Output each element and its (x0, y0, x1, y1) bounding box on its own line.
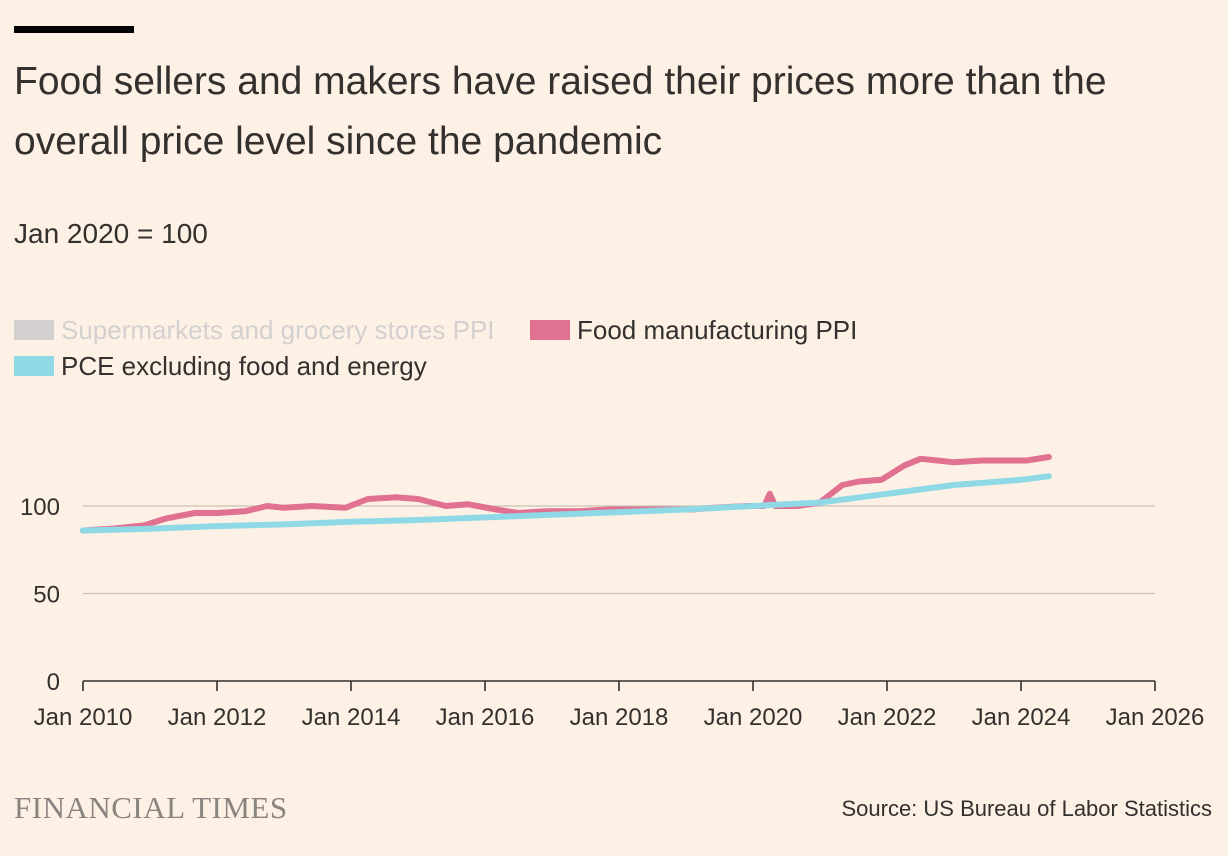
y-tick-label: 0 (47, 669, 60, 696)
x-tick-label: Jan 2010 (34, 704, 133, 731)
x-tick-label: Jan 2012 (168, 704, 267, 731)
legend-item-supermarkets: Supermarkets and grocery stores PPI (14, 314, 495, 346)
legend-label-supermarkets: Supermarkets and grocery stores PPI (61, 315, 495, 345)
line-chart: 0 50 100 Jan 2010 Jan 2012 Jan 2014 Jan 2016 Ja… (20, 454, 1205, 731)
x-tick-label: Jan 2022 (838, 704, 937, 731)
legend-swatch-pce (14, 356, 54, 376)
brand-topbar (14, 26, 134, 33)
series-line-pce-excluding-food-and-energy (80, 473, 1052, 534)
y-tick-label: 100 (20, 494, 60, 521)
legend-label-food-manufacturing: Food manufacturing PPI (577, 315, 858, 345)
x-tick-label: Jan 2020 (704, 704, 803, 731)
legend-swatch-supermarkets (14, 320, 54, 340)
x-tick-label: Jan 2018 (570, 704, 669, 731)
x-tick-label: Jan 2016 (436, 704, 535, 731)
chart-subtitle: Jan 2020 = 100 (14, 218, 208, 249)
x-tick-label: Jan 2014 (302, 704, 401, 731)
source-note: Source: US Bureau of Labor Statistics (841, 796, 1212, 821)
ft-logo: FINANCIAL TIMES (14, 790, 288, 825)
chart-title: Food sellers and makers have raised thei… (14, 60, 1107, 163)
y-tick-label: 50 (33, 582, 60, 609)
x-tick-label: Jan 2026 (1106, 704, 1205, 731)
legend-item-food-manufacturing: Food manufacturing PPI (530, 314, 857, 346)
legend-swatch-food-manufacturing (530, 320, 570, 340)
legend-label-pce: PCE excluding food and energy (61, 351, 427, 381)
legend-item-pce: PCE excluding food and energy (14, 350, 427, 382)
x-tick-label: Jan 2024 (972, 704, 1071, 731)
